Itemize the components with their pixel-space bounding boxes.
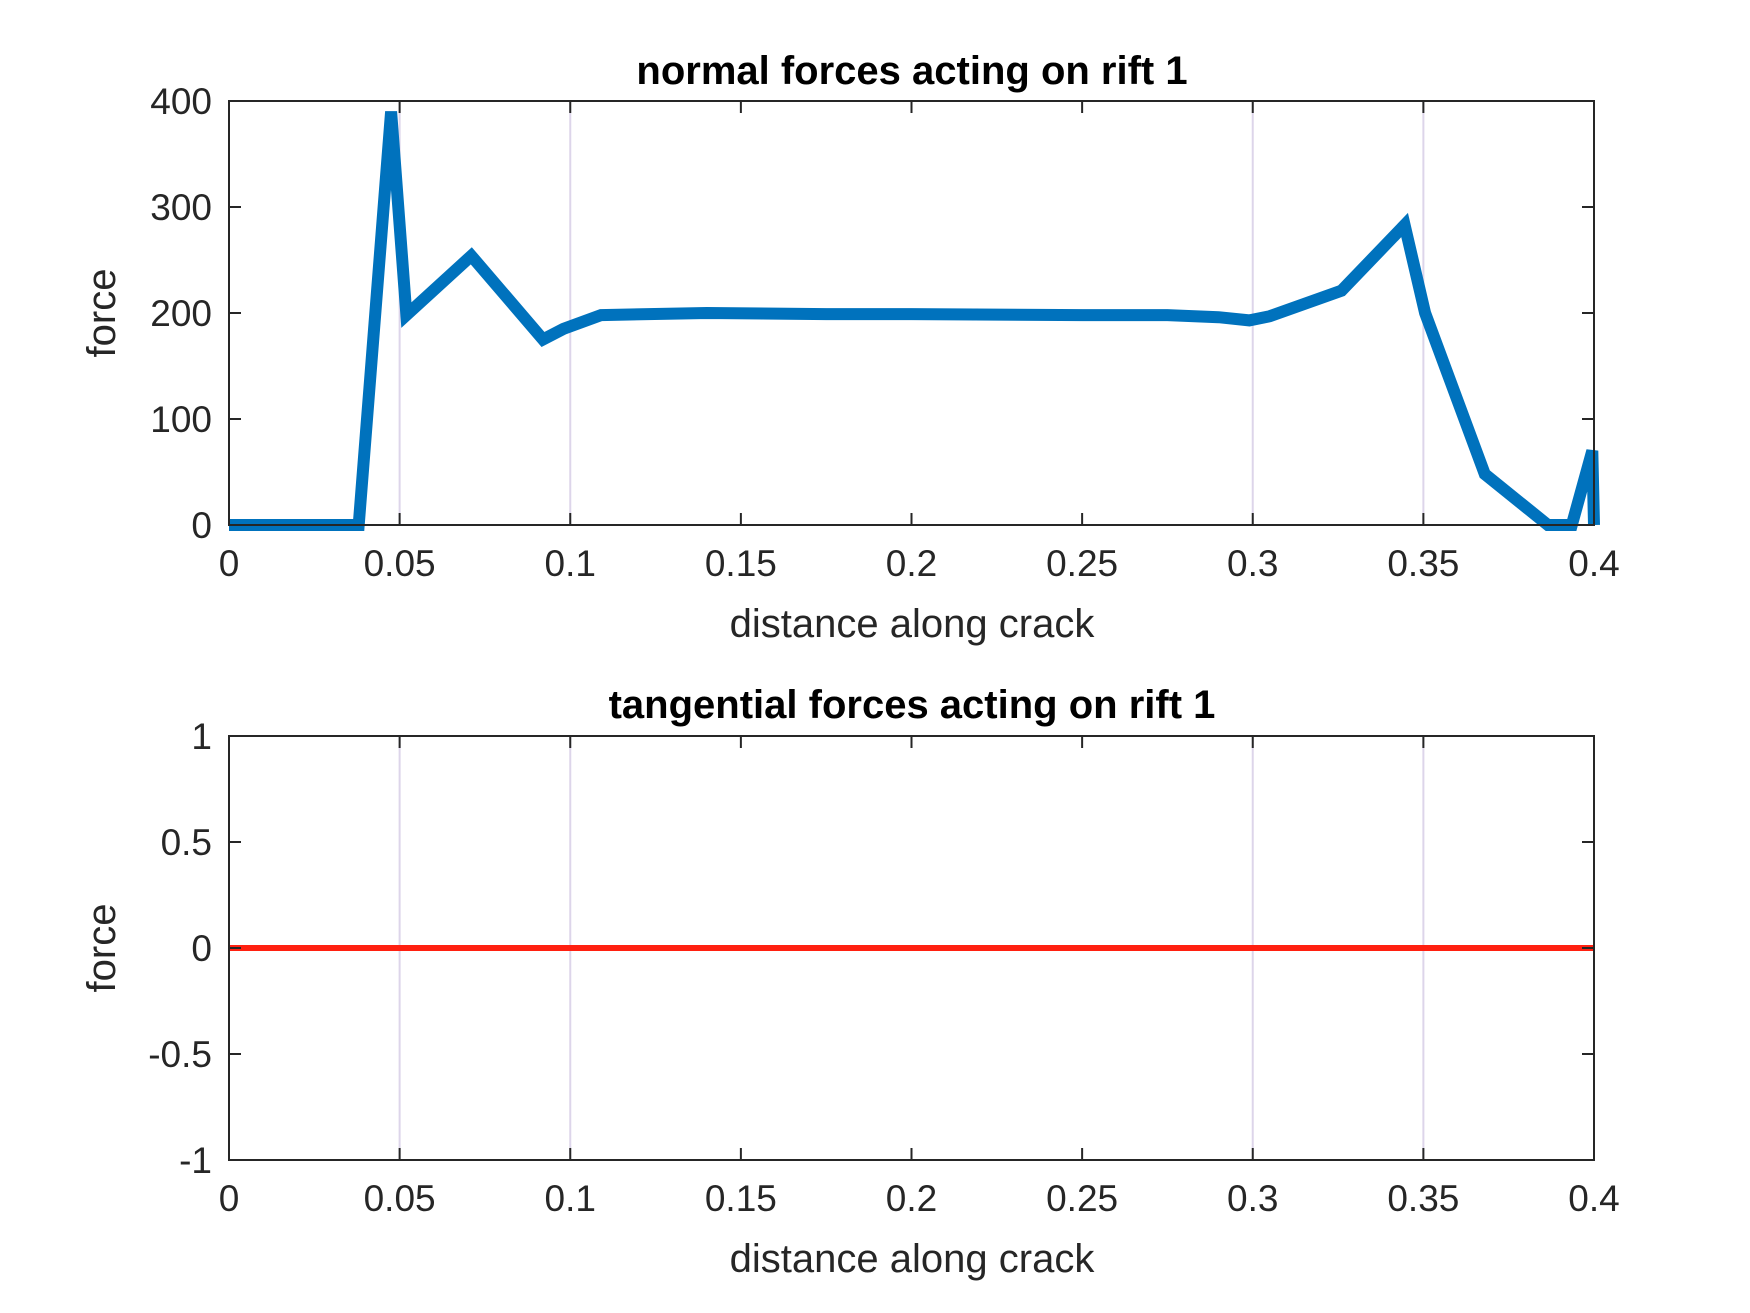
plot-area — [228, 100, 1600, 531]
axes-box — [228, 735, 1595, 1161]
chart-title: tangential forces acting on rift 1 — [609, 683, 1216, 727]
y-tick-label: -0.5 — [148, 1034, 212, 1075]
plot-area — [228, 735, 1595, 1161]
x-tick-label: 0.2 — [886, 543, 937, 584]
y-tick-label: 100 — [150, 399, 212, 440]
x-tick-label: 0.35 — [1387, 543, 1459, 584]
x-tick-label: 0 — [219, 543, 240, 584]
x-tick-label: 0.1 — [545, 543, 596, 584]
x-tick-label: 0.2 — [886, 1178, 937, 1219]
y-tick-label: 0 — [191, 505, 212, 546]
x-tick-label: 0.1 — [545, 1178, 596, 1219]
x-tick-label: 0.3 — [1227, 1178, 1278, 1219]
tangential-forces-chart: tangential forces acting on rift 1 0 0.05… — [80, 683, 1620, 1281]
x-tick-label: 0.05 — [364, 543, 436, 584]
normal-forces-chart: normal forces acting on rift 1 0 0.05 0.1 0… — [80, 49, 1620, 646]
y-tick-label: 400 — [150, 81, 212, 122]
x-tick-label: 0.4 — [1568, 543, 1619, 584]
y-tick-label: 1 — [191, 716, 212, 757]
y-axis-label: force — [80, 904, 124, 993]
y-tick-label: -1 — [179, 1140, 212, 1181]
y-tick-label: 0 — [191, 928, 212, 969]
series-line — [229, 111, 1600, 531]
chart-title: normal forces acting on rift 1 — [636, 49, 1187, 93]
x-axis-label: distance along crack — [730, 602, 1096, 646]
x-tick-label: 0.15 — [705, 543, 777, 584]
y-tick-label: 200 — [150, 293, 212, 334]
x-tick-label: 0.05 — [364, 1178, 436, 1219]
x-tick-label: 0.3 — [1227, 543, 1278, 584]
axes-box — [228, 100, 1595, 526]
x-tick-label: 0.15 — [705, 1178, 777, 1219]
y-tick-label: 0.5 — [161, 822, 212, 863]
x-tick-label: 0.25 — [1046, 543, 1118, 584]
x-axis-label: distance along crack — [730, 1237, 1096, 1281]
y-axis-label: force — [80, 269, 124, 358]
x-tick-label: 0.4 — [1568, 1178, 1619, 1219]
x-tick-label: 0.35 — [1387, 1178, 1459, 1219]
y-tick-label: 300 — [150, 187, 212, 228]
x-tick-label: 0 — [219, 1178, 240, 1219]
x-tick-label: 0.25 — [1046, 1178, 1118, 1219]
